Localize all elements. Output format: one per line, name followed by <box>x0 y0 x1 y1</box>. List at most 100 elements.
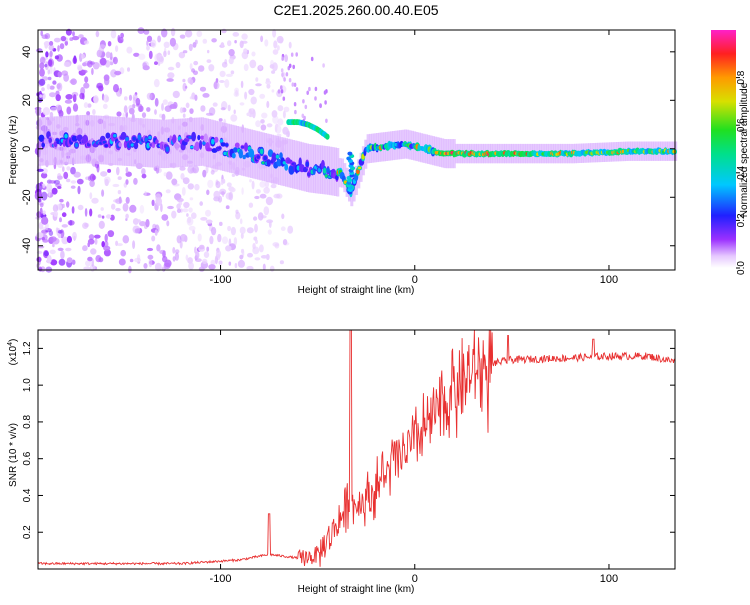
colorbar-tick-label: 0.4 <box>736 165 747 179</box>
heatmap-noise-cell <box>272 242 280 247</box>
heatmap-noise-cell <box>129 204 137 213</box>
heatmap-noise-cell <box>55 104 62 111</box>
heatmap-noise-cell <box>115 207 121 212</box>
heatmap-noise-cell <box>151 235 156 242</box>
heatmap-noise-cell <box>60 35 67 42</box>
heatmap-noise-cell <box>161 214 169 221</box>
heatmap-noise-cell <box>182 78 186 83</box>
spectrogram-y-ticks: -40 -20 0 20 40 <box>21 46 675 254</box>
heatmap-noise-cell <box>41 216 49 225</box>
heatmap-noise-cell <box>41 92 46 100</box>
heatmap-noise-cell <box>154 262 162 272</box>
heatmap-noise-cell <box>105 51 111 59</box>
heatmap-noise-cell <box>188 225 196 231</box>
heatmap-noise-cell <box>100 207 104 211</box>
heatmap-noise-cell <box>59 198 64 203</box>
heatmap-noise-cell <box>52 204 59 213</box>
heatmap-noise-cell <box>40 30 43 36</box>
heatmap-noise-cell <box>219 188 227 195</box>
heatmap-noise-cell <box>220 107 226 111</box>
heatmap-noise-cell <box>107 230 115 238</box>
heatmap-noise-cell <box>92 175 97 181</box>
heatmap-noise-cell <box>200 217 208 221</box>
heatmap-noise-cell <box>81 69 88 74</box>
heatmap-noise-cell <box>139 221 146 227</box>
heatmap-noise-cell <box>280 89 284 94</box>
x-tick-label: -100 <box>210 573 232 585</box>
heatmap-noise-cell <box>294 109 297 115</box>
heatmap-noise-cell <box>167 72 175 79</box>
heatmap-noise-cell <box>82 222 89 229</box>
heatmap-noise-cell <box>228 191 234 201</box>
heatmap-noise-cell <box>217 233 222 243</box>
heatmap-noise-cell <box>283 106 290 113</box>
heatmap-noise-cell <box>52 243 55 248</box>
heatmap-noise-cell <box>51 187 58 195</box>
heatmap-noise-cell <box>266 100 270 109</box>
heatmap-ridge-cell <box>155 139 159 144</box>
heatmap-noise-cell <box>46 255 52 264</box>
heatmap-ridge-cell <box>38 134 45 142</box>
heatmap-noise-cell <box>228 261 232 266</box>
heatmap-noise-cell <box>248 202 254 208</box>
heatmap-noise-cell <box>285 131 290 138</box>
heatmap-noise-cell <box>187 216 192 224</box>
heatmap-ridge-core <box>102 140 107 144</box>
heatmap-noise-cell <box>139 204 145 214</box>
heatmap-noise-cell <box>135 97 141 106</box>
heatmap-noise-cell <box>48 44 55 51</box>
heatmap-noise-cell <box>240 248 244 254</box>
heatmap-noise-cell <box>243 48 248 55</box>
heatmap-noise-cell <box>151 199 155 206</box>
heatmap-noise-cell <box>255 77 259 82</box>
heatmap-ridge-core <box>335 174 339 181</box>
heatmap-noise-cell <box>150 39 157 48</box>
heatmap-noise-cell <box>45 51 49 58</box>
heatmap-noise-cell <box>183 201 190 209</box>
heatmap-noise-cell <box>225 73 233 77</box>
heatmap-noise-cell <box>182 208 189 213</box>
heatmap-noise-cell <box>129 258 134 263</box>
heatmap-secondary-cell <box>325 133 330 140</box>
heatmap-noise-cell <box>118 258 126 266</box>
heatmap-noise-cell <box>163 50 167 58</box>
heatmap-noise-cell <box>42 210 46 216</box>
heatmap-ridge-core <box>64 133 68 139</box>
heatmap-ridge-core <box>202 141 206 145</box>
heatmap-noise-cell <box>156 244 161 252</box>
colorbar-tick-label: 0.0 <box>736 261 747 275</box>
heatmap-noise-cell <box>120 249 126 257</box>
heatmap-noise-cell <box>77 204 84 211</box>
heatmap-noise-cell <box>58 247 63 251</box>
heatmap-halo-cell <box>131 117 135 167</box>
heatmap-ridge-cell <box>271 152 277 163</box>
heatmap-noise-cell <box>112 56 118 65</box>
heatmap-noise-cell <box>55 183 62 188</box>
heatmap-noise-cell <box>66 166 71 171</box>
heatmap-noise-cell <box>101 189 105 197</box>
heatmap-noise-cell <box>83 82 90 89</box>
heatmap-noise-cell <box>49 92 56 98</box>
heatmap-noise-cell <box>280 85 283 90</box>
heatmap-noise-cell <box>62 166 65 172</box>
heatmap-noise-cell <box>275 123 279 128</box>
heatmap-noise-cell <box>103 74 110 81</box>
y-tick-label: 20 <box>21 94 33 106</box>
heatmap-noise-cell <box>42 107 51 116</box>
heatmap-noise-cell <box>249 59 257 69</box>
heatmap-noise-cell <box>303 115 306 121</box>
heatmap-noise-cell <box>273 40 278 49</box>
heatmap-noise-cell <box>134 228 141 234</box>
heatmap-noise-cell <box>89 61 95 65</box>
heatmap-noise-cell <box>266 219 274 224</box>
heatmap-noise-cell <box>193 60 199 66</box>
heatmap-noise-cell <box>58 110 64 118</box>
heatmap-halo-cell <box>268 134 272 183</box>
heatmap-noise-cell <box>212 102 218 107</box>
heatmap-noise-cell <box>138 105 144 112</box>
heatmap-noise-cell <box>79 92 85 100</box>
heatmap-noise-cell <box>101 215 105 219</box>
heatmap-noise-cell <box>141 112 147 118</box>
heatmap-noise-cell <box>187 165 195 174</box>
heatmap-noise-cell <box>132 218 139 225</box>
